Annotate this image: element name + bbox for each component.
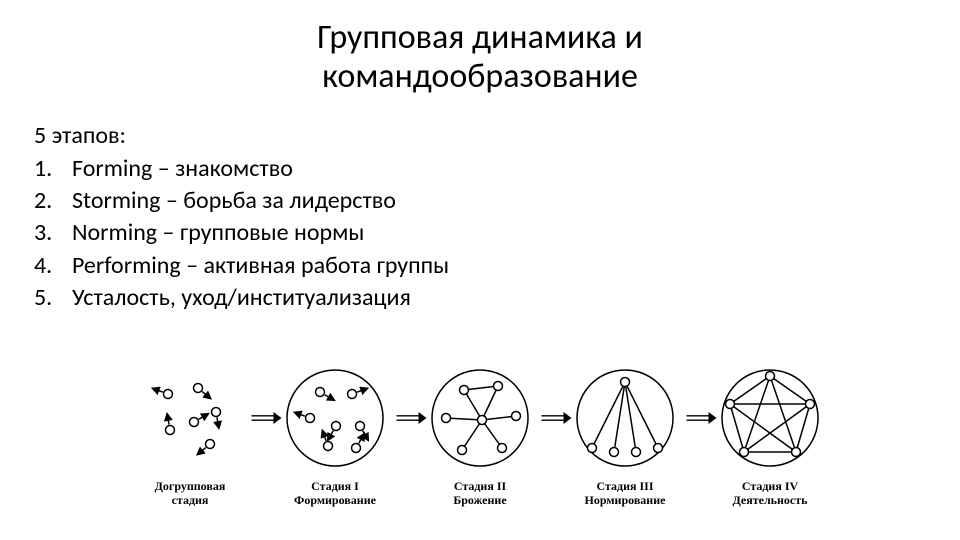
intro-text: 5 этапов: [34, 120, 960, 152]
svg-text:Деятельность: Деятельность [733, 493, 809, 507]
title-line-1: Групповая динамика и [317, 17, 643, 58]
list-item: 4.Performing – активная работа группы [34, 250, 960, 282]
svg-text:Нормирование: Нормирование [585, 493, 667, 507]
list-item: 2.Storming – борьба за лидерство [34, 185, 960, 217]
svg-text:Стадия I: Стадия I [311, 479, 359, 493]
svg-text:Догрупповая: Догрупповая [155, 479, 226, 493]
page-title: Групповая динамика и командообразование [0, 0, 960, 96]
list-item: 1.Forming – знакомство [34, 153, 960, 185]
list-item: 5.Усталость, уход/институализация [34, 282, 960, 314]
svg-text:Формирование: Формирование [294, 493, 377, 507]
list-item: 3.Norming – групповые нормы [34, 217, 960, 249]
svg-text:стадия: стадия [172, 493, 209, 507]
stages-list: 1.Forming – знакомство 2.Storming – борь… [34, 153, 960, 315]
title-line-2: командообразование [322, 56, 638, 97]
body-text: 5 этапов: 1.Forming – знакомство 2.Storm… [0, 96, 960, 314]
svg-text:Брожение: Брожение [453, 493, 507, 507]
svg-text:Стадия IV: Стадия IV [742, 479, 799, 493]
diagram-svg: Догрупповаястадия Стадия IФормирование Ста… [120, 360, 860, 530]
svg-text:Стадия II: Стадия II [454, 479, 507, 493]
stages-diagram: Догрупповаястадия Стадия IФормирование Ста… [120, 360, 860, 530]
svg-text:Стадия III: Стадия III [596, 479, 653, 493]
